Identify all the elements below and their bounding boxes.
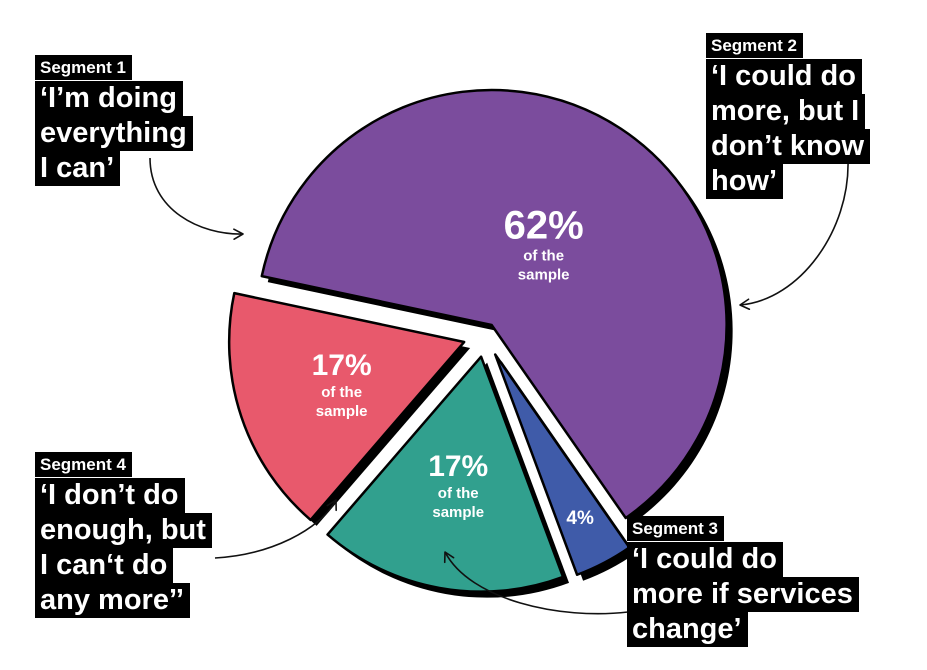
callout-arrow-segment-1	[149, 157, 244, 241]
segment-1-quote: ‘I’m doing everything I can’	[35, 81, 193, 186]
slice-percent-label-segment-4: 17%	[428, 450, 488, 483]
slice-sub-label-segment-4: of the	[438, 485, 479, 502]
callout-segment-3: Segment 3 ‘I could do more if services cha…	[627, 516, 917, 647]
callout-arrow-segment-2	[739, 159, 849, 311]
slice-sub-label-segment-2: sample	[518, 267, 570, 284]
segment-3-quote-line: ‘I could do	[627, 542, 783, 577]
callout-arrow-segment-3	[443, 551, 629, 615]
slice-percent-label-segment-2: 62%	[504, 204, 584, 248]
slice-percent-label-segment-3: 4%	[566, 508, 594, 529]
segment-1-quote-line: everything	[35, 116, 193, 151]
segment-4-title: Segment 4	[35, 452, 132, 477]
slice-sub-label-segment-1: sample	[316, 403, 368, 420]
pie-slice-segment-1	[227, 291, 466, 522]
slice-sub-label-segment-1: of the	[321, 384, 362, 401]
pie-slice-segment-2	[260, 88, 728, 520]
segment-4-quote: ‘I don’t do enough, but I can‘t do any more…	[35, 478, 212, 618]
segment-1-quote-line: I can’	[35, 151, 121, 186]
segment-3-title: Segment 3	[627, 516, 724, 541]
segment-3-quote-line: more if services	[627, 577, 859, 612]
segment-2-quote-line: ‘I could do	[706, 59, 862, 94]
slices-layer	[227, 88, 733, 598]
segment-2-title: Segment 2	[706, 33, 803, 58]
callout-arrow-segment-4	[214, 499, 337, 559]
segment-4-quote-line: enough, but	[35, 513, 212, 548]
segment-3-quote-line: change’	[627, 612, 748, 647]
segment-2-quote-line: more, but I	[706, 94, 866, 129]
slice-sub-label-segment-4: sample	[432, 504, 484, 521]
segment-3-quote: ‘I could do more if services change’	[627, 542, 859, 647]
arrows-layer	[149, 157, 849, 615]
slice-percent-label-segment-1: 17%	[312, 349, 372, 382]
segment-4-quote-line: ‘I don’t do	[35, 478, 185, 513]
slice-sub-label-segment-2: of the	[523, 248, 564, 265]
segment-2-quote-line: how’	[706, 164, 784, 199]
segment-4-quote-line: I can‘t do	[35, 548, 174, 583]
segment-1-title: Segment 1	[35, 55, 132, 80]
callout-segment-1: Segment 1 ‘I’m doing everything I can’	[35, 55, 235, 186]
segment-4-quote-line: any more’’	[35, 583, 190, 618]
pie-slice-segment-4	[326, 355, 565, 593]
segment-2-quote-line: don’t know	[706, 129, 871, 164]
callout-segment-4: Segment 4 ‘I don’t do enough, but I can‘t …	[35, 452, 255, 618]
segment-1-quote-line: ‘I’m doing	[35, 81, 183, 116]
